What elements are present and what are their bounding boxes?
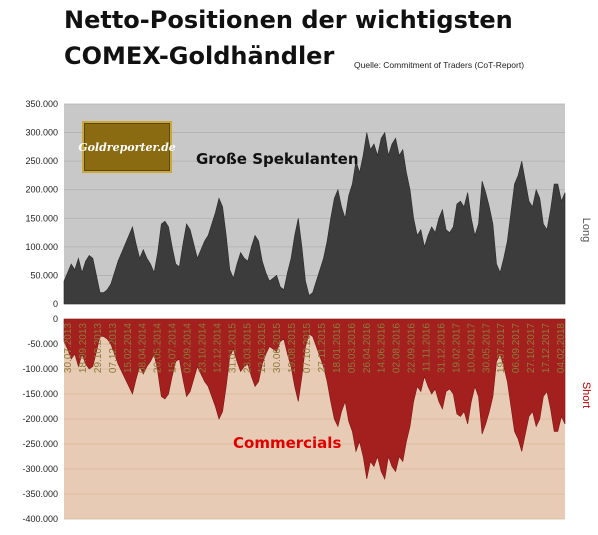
x-tick-label: 05.03.2016 [347,323,358,373]
x-tick-label: 30.06.2015 [272,323,283,373]
top-y-tick-label: 0 [53,299,58,309]
series-label-commercials: Commercials [233,434,341,452]
x-tick-label: 11.11.2016 [422,323,433,372]
x-tick-label: 18.09.2013 [78,323,89,373]
x-tick-label: 30.07.2013 [63,323,74,373]
bottom-y-tick-label: -250.000 [22,439,58,449]
bottom-y-tick-label: 0 [53,314,58,324]
x-tick-label: 17.12.2017 [541,323,552,373]
side-label-long: Long [580,218,592,242]
title-line-2: COMEX-Goldhändler [64,42,335,70]
x-tick-label: 12.12.2014 [212,323,223,373]
x-tick-label: 02.08.2016 [392,323,403,373]
x-tick-label: 27.10.2017 [526,323,537,373]
logo-text: Goldreporter.de [78,140,176,154]
side-label-short: Short [580,382,592,408]
series-area-grosse-spekulanten [63,131,566,305]
source-note: Quelle: Commitment of Traders (CoT-Repor… [354,60,525,70]
top-y-tick-label: 250.000 [25,156,58,166]
x-tick-label: 26.05.2014 [153,323,164,373]
x-tick-label: 02.09.2014 [183,323,194,373]
x-tick-label: 15.02.2014 [123,323,134,373]
x-tick-label: 31.01.2015 [227,323,238,373]
x-tick-label: 22.09.2016 [407,323,418,373]
series-area-commercials [63,318,566,480]
x-tick-label: 31.12.2016 [436,323,447,373]
bottom-panel: 0 -50.000 -100.000 -150.000 -200.000 -250.000… [22,314,592,524]
bottom-y-tick-label: -350.000 [22,489,58,499]
goldreporter-logo: Goldreporter.de [78,121,176,173]
series-label-grosse-spekulanten: Große Spekulanten [196,150,359,168]
bottom-y-tick-label: -400.000 [22,514,58,524]
top-y-tick-label: 150.000 [25,213,58,223]
x-tick-label: 12.05.2015 [257,323,268,373]
x-tick-label: 27.11.2015 [317,323,328,373]
x-tick-label: 23.10.2014 [197,323,208,373]
x-tick-label: 07.10.2015 [302,323,313,373]
bottom-y-tick-label: -50.000 [27,339,58,349]
bottom-y-tick-label: -300.000 [22,464,58,474]
bottom-y-tick-label: -200.000 [22,414,58,424]
x-tick-label: 19.08.2015 [287,323,298,373]
x-tick-label: 18.01.2016 [332,323,343,373]
x-tick-label: 23.03.2015 [242,323,253,373]
top-y-tick-label: 350.000 [25,99,58,109]
top-y-tick-label: 200.000 [25,185,58,195]
x-tick-label: 14.06.2016 [377,323,388,373]
x-tick-label: 30.05.2017 [481,323,492,373]
x-tick-label: 07.12.2013 [108,323,119,373]
x-tick-label: 19.02.2017 [451,323,462,373]
top-y-tick-label: 100.000 [25,242,58,252]
bottom-y-tick-label: -150.000 [22,389,58,399]
x-tick-label: 26.04.2016 [362,323,373,373]
chart-title: Netto-Positionen der wichtigsten COMEX-G… [64,2,594,74]
x-tick-label: 29.10.2013 [93,323,104,373]
x-tick-label: 04.02.2018 [556,323,567,373]
bottom-y-tick-label: -100.000 [22,364,58,374]
x-tick-label: 15.07.2014 [168,323,179,373]
top-y-tick-label: 300.000 [25,128,58,138]
x-tick-label: 19.07.2017 [496,323,507,373]
x-tick-label: 06.09.2017 [511,323,522,373]
top-y-tick-label: 50.000 [30,270,58,280]
x-tick-label: 10.04.2017 [466,323,477,373]
title-line-1: Netto-Positionen der wichtigsten [64,6,513,34]
x-tick-label: 08.04.2014 [138,323,149,373]
